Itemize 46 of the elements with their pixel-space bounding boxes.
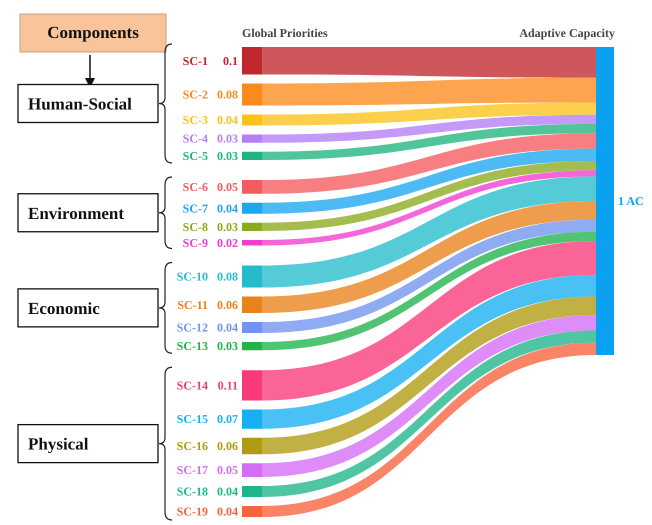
data-label: 0.02 bbox=[217, 236, 238, 250]
category-label: SC-7 bbox=[182, 201, 208, 216]
category-label: SC-10 bbox=[176, 270, 208, 284]
category-label: SC-1 bbox=[182, 54, 208, 68]
category-label: SC-12 bbox=[176, 320, 208, 334]
data-label: 0.03 bbox=[217, 339, 238, 354]
category-label: SC-9 bbox=[182, 236, 208, 250]
data-label: 0.04 bbox=[217, 113, 238, 127]
data-label: 0.07 bbox=[217, 412, 238, 426]
category-label: SC-4 bbox=[182, 132, 208, 146]
data-label: 0.05 bbox=[217, 180, 238, 194]
text: Economic bbox=[28, 298, 100, 318]
data-label: 0.08 bbox=[217, 270, 238, 284]
data-label: 0.04 bbox=[217, 201, 238, 216]
category-label: SC-16 bbox=[176, 439, 208, 453]
category-label: SC-3 bbox=[182, 113, 208, 127]
data-label: 0.11 bbox=[218, 378, 238, 392]
category-label: SC-8 bbox=[182, 220, 208, 234]
text: Human-Social bbox=[28, 94, 132, 114]
category-label: SC-2 bbox=[182, 88, 208, 102]
legend-title: Components bbox=[47, 23, 140, 42]
category-label: SC-5 bbox=[182, 148, 208, 163]
category-label: SC-19 bbox=[176, 504, 208, 518]
category-label: SC-13 bbox=[176, 339, 208, 354]
data-label: 0.1 bbox=[223, 54, 238, 68]
category-label: SC-6 bbox=[182, 180, 208, 194]
text: Environment bbox=[28, 204, 124, 223]
text: Physical bbox=[28, 434, 88, 454]
data-label: 0.06 bbox=[217, 298, 238, 312]
text: Global Priorities bbox=[242, 26, 328, 40]
data-label: 0.08 bbox=[217, 88, 238, 102]
data-label: 0.04 bbox=[217, 484, 238, 498]
data-label: 0.04 bbox=[217, 320, 238, 334]
text: 1 AC bbox=[618, 194, 644, 208]
data-label: 0.03 bbox=[217, 220, 238, 234]
category-label: SC-17 bbox=[176, 463, 208, 478]
text: Adaptive Capacity bbox=[519, 26, 615, 40]
data-label: 0.04 bbox=[217, 504, 238, 518]
category-label: SC-18 bbox=[176, 484, 208, 498]
data-label: 0.05 bbox=[217, 463, 238, 478]
data-label: 0.03 bbox=[217, 132, 238, 146]
data-label: 0.03 bbox=[217, 148, 238, 163]
category-label: SC-11 bbox=[177, 298, 208, 312]
data-label: 0.06 bbox=[217, 439, 238, 453]
category-label: SC-14 bbox=[176, 378, 208, 392]
category-label: SC-15 bbox=[176, 412, 208, 426]
